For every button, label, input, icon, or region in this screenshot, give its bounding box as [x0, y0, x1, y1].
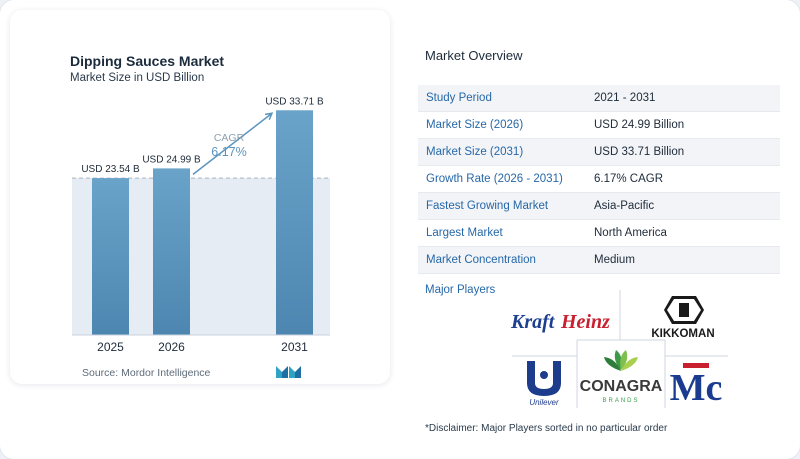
players-title: Major Players	[425, 284, 496, 296]
overview-label: Largest Market	[426, 227, 503, 239]
cagr-arrow	[192, 112, 274, 175]
bar-data-label: USD 33.71 B	[265, 96, 324, 107]
overview-row: Fastest Growing Market Asia-Pacific	[418, 193, 780, 220]
bar-2026	[153, 168, 190, 335]
bar-2025	[92, 178, 129, 335]
cagr-arrow-head	[264, 112, 274, 120]
bar-2031	[276, 110, 313, 336]
chart-title: Dipping Sauces Market	[70, 53, 225, 69]
mordor-intelligence-logo	[276, 366, 301, 378]
x-tick-label: 2031	[281, 340, 308, 354]
cagr-label: CAGR	[214, 132, 245, 144]
overview-row: Study Period 2021 - 2031	[418, 85, 780, 112]
overview-row: Market Concentration Medium	[418, 247, 780, 274]
overview-row: Market Size (2031) USD 33.71 Billion	[418, 139, 780, 166]
overview-value: USD 24.99 Billion	[594, 119, 685, 131]
overview-value: Asia-Pacific	[594, 200, 655, 212]
overview-title: Market Overview	[425, 48, 523, 63]
overview-row: Market Size (2026) USD 24.99 Billion	[418, 112, 780, 139]
bar-chart: USD 23.54 B 2025 USD 24.99 B 2026 USD 33.71 …	[72, 96, 330, 354]
bar-data-label: USD 24.99 B	[142, 154, 201, 165]
overview-label: Market Size (2031)	[426, 146, 524, 158]
overview-value: USD 33.71 Billion	[594, 146, 685, 158]
overview-label: Growth Rate (2026 - 2031)	[426, 173, 563, 185]
source-text: Source: Mordor Intelligence	[82, 367, 211, 379]
bar-data-label: USD 23.54 B	[81, 164, 140, 175]
chart-subtitle: Market Size in USD Billion	[70, 72, 205, 84]
disclaimer-text: *Disclaimer: Major Players sorted in no …	[425, 423, 668, 434]
x-tick-label: 2026	[158, 340, 185, 354]
overview-value: North America	[594, 227, 667, 239]
overview-label: Market Size (2026)	[426, 119, 524, 131]
x-tick-label: 2025	[97, 340, 124, 354]
overview-table: Study Period 2021 - 2031 Market Size (2026…	[418, 85, 780, 274]
overview-label: Fastest Growing Market	[426, 200, 549, 212]
overview-value: 2021 - 2031	[594, 92, 656, 104]
overview-row: Growth Rate (2026 - 2031) 6.17% CAGR	[418, 166, 780, 193]
cagr-value: 6.17%	[211, 145, 246, 159]
overview-label: Study Period	[426, 92, 492, 104]
overview-value: 6.17% CAGR	[594, 173, 664, 185]
overview-label: Market Concentration	[426, 254, 536, 266]
overview-row: Largest Market North America	[418, 220, 780, 247]
cagr-arrow-line	[192, 112, 273, 175]
overview-value: Medium	[594, 254, 635, 266]
